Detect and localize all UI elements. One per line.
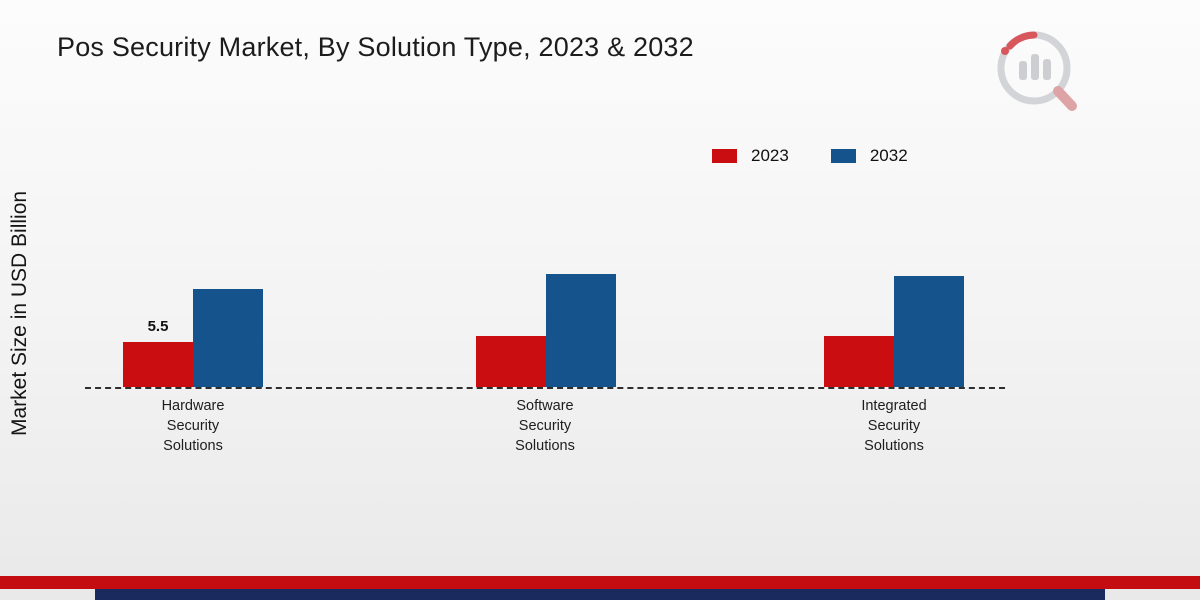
legend: 2023 2032 <box>712 146 908 166</box>
bar-2032-hardware <box>193 288 263 387</box>
category-label-hardware: Hardware Security Solutions <box>161 398 225 454</box>
chart-title: Pos Security Market, By Solution Type, 2… <box>57 32 694 62</box>
x-axis-baseline <box>85 387 1005 389</box>
bar-group-integrated <box>824 276 964 387</box>
legend-label-2032: 2032 <box>869 146 908 165</box>
bar-2023-software <box>476 336 546 387</box>
legend-swatch-2023 <box>712 149 737 163</box>
footer-band-navy <box>95 589 1105 600</box>
legend-swatch-2032 <box>830 149 856 163</box>
brand-logo <box>997 31 1077 111</box>
bar-2032-software <box>546 273 616 387</box>
bar-2023-hardware: 5.5 <box>123 318 193 387</box>
category-label-software: Software Security Solutions <box>515 398 575 454</box>
bar-2023-integrated <box>824 336 894 387</box>
footer-band-red <box>0 576 1200 589</box>
category-label-integrated: Integrated Security Solutions <box>861 398 927 454</box>
legend-item-2032: 2032 <box>830 146 908 166</box>
legend-label-2023: 2023 <box>751 146 789 165</box>
bar-group-hardware: 5.5 <box>123 288 263 387</box>
bar-2032-integrated <box>894 276 964 387</box>
bar-group-software <box>476 273 616 387</box>
legend-item-2023: 2023 <box>712 146 789 166</box>
bar-value-label: 5.5 <box>147 317 169 335</box>
